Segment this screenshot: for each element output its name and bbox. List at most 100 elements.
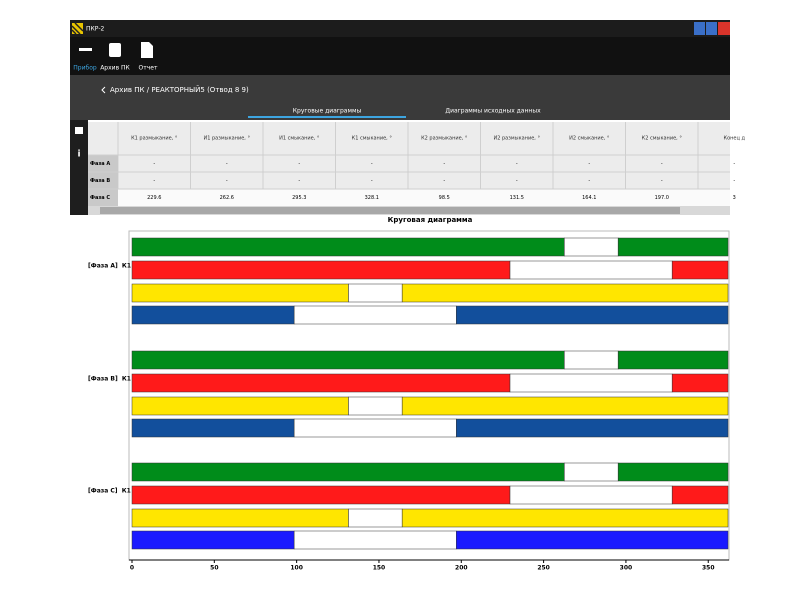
- segment-gap: [348, 283, 403, 303]
- segment-on: [456, 530, 729, 550]
- row-header-cell: [88, 155, 118, 172]
- breadcrumb: Архив ПК / РЕАКТОРНЫЙ5 (Отвод 8 9): [110, 85, 249, 94]
- x-tick-label: 100: [290, 565, 303, 572]
- table-cell: -: [153, 161, 155, 167]
- segment-on: [401, 283, 729, 303]
- minimize-button[interactable]: [694, 22, 705, 35]
- table-cell: -: [298, 161, 300, 167]
- title-bar: [70, 20, 730, 37]
- table-cell: -: [226, 178, 228, 184]
- toolbar-label[interactable]: Прибор: [73, 65, 97, 72]
- column-header: И2 смыкание, °: [569, 136, 610, 142]
- x-tick-label: 300: [620, 565, 633, 572]
- segment-gap: [348, 396, 403, 416]
- column-header: К1 смыкание, °: [352, 136, 393, 142]
- column-header: К2 размыкание, °: [421, 136, 468, 142]
- segment-gap: [293, 530, 457, 550]
- segment-on: [131, 373, 511, 393]
- segment-gap: [509, 260, 673, 280]
- table-cell: -: [443, 178, 445, 184]
- x-tick-label: 150: [373, 565, 386, 572]
- group-label: [Фаза С] К1: [88, 488, 131, 495]
- table-cell: 3: [733, 195, 736, 201]
- column-header: К1 размыкание, °: [131, 136, 178, 142]
- table-cell: 131.5: [510, 195, 524, 201]
- close-button[interactable]: [718, 22, 730, 35]
- segment-on: [671, 260, 729, 280]
- column-header: И1 размыкание, °: [204, 136, 251, 142]
- column-header: К2 смыкание, °: [642, 136, 683, 142]
- table-cell: -: [733, 178, 735, 184]
- table-cell: -: [661, 161, 663, 167]
- row-label: Фаза С: [90, 195, 110, 201]
- tab[interactable]: Круговые диаграммы: [293, 108, 362, 115]
- x-tick-label: 350: [702, 565, 715, 572]
- column-header: Конец д: [724, 136, 746, 142]
- app-icon-stripes: [71, 22, 84, 35]
- maximize-button[interactable]: [706, 22, 717, 35]
- x-tick-label: 200: [455, 565, 468, 572]
- segment-on: [131, 418, 295, 438]
- row-label: Фаза В: [90, 178, 110, 184]
- tab[interactable]: Диаграммы исходных данных: [445, 108, 541, 115]
- column-header: И2 размыкание, °: [494, 136, 541, 142]
- toolbar-label[interactable]: Отчет: [139, 65, 158, 72]
- segment-on: [456, 418, 729, 438]
- row-header-cell: [88, 172, 118, 189]
- table-cell: 262.6: [220, 195, 234, 201]
- table-cell: 98.5: [439, 195, 450, 201]
- table-cell: -: [516, 178, 518, 184]
- segment-on: [131, 237, 565, 257]
- segment-gap: [509, 373, 673, 393]
- x-tick-label: 50: [210, 565, 218, 572]
- table-cell: 197.0: [655, 195, 669, 201]
- report-icon[interactable]: [141, 42, 153, 58]
- toolbar: [70, 37, 730, 75]
- header-area: [70, 75, 730, 120]
- segment-on: [131, 350, 565, 370]
- group-label: [Фаза А] К1: [88, 263, 131, 270]
- row-label: Фаза А: [90, 161, 110, 167]
- scrollbar-thumb[interactable]: [100, 207, 680, 214]
- column-header: И1 смыкание, °: [279, 136, 320, 142]
- segment-on: [671, 485, 729, 505]
- segment-gap: [564, 350, 619, 370]
- chart-title: Круговая диаграмма: [388, 216, 473, 224]
- segment-on: [131, 396, 349, 416]
- table-cell: 164.1: [582, 195, 596, 201]
- table-cell: -: [153, 178, 155, 184]
- segment-on: [617, 462, 729, 482]
- x-tick-label: 0: [130, 565, 134, 572]
- table-cell: 229.6: [147, 195, 161, 201]
- table-cell: 328.1: [365, 195, 379, 201]
- segment-gap: [564, 462, 619, 482]
- row-header-cell: [88, 189, 118, 206]
- segment-gap: [348, 508, 403, 528]
- table-cell: -: [226, 161, 228, 167]
- segment-on: [131, 260, 511, 280]
- segment-on: [131, 485, 511, 505]
- info-icon[interactable]: i: [77, 150, 80, 160]
- table-cell: -: [588, 178, 590, 184]
- segment-gap: [293, 305, 457, 325]
- segment-gap: [509, 485, 673, 505]
- table-cell: -: [371, 161, 373, 167]
- table-cell: -: [371, 178, 373, 184]
- app-icon: [72, 23, 83, 34]
- tab-underline: [248, 116, 406, 118]
- x-tick-label: 250: [537, 565, 550, 572]
- segment-on: [617, 237, 729, 257]
- segment-on: [401, 508, 729, 528]
- table-cell: -: [298, 178, 300, 184]
- table-cell: -: [661, 178, 663, 184]
- list-icon[interactable]: [75, 127, 83, 134]
- table-cell: -: [443, 161, 445, 167]
- device-icon[interactable]: [79, 48, 92, 51]
- window-title: ПКР-2: [86, 26, 105, 33]
- toolbar-label[interactable]: Архив ПК: [100, 65, 130, 72]
- table-cell: 295.3: [292, 195, 306, 201]
- archive-icon[interactable]: [109, 43, 121, 57]
- table-cell: -: [733, 161, 735, 167]
- back-arrow[interactable]: [101, 86, 106, 94]
